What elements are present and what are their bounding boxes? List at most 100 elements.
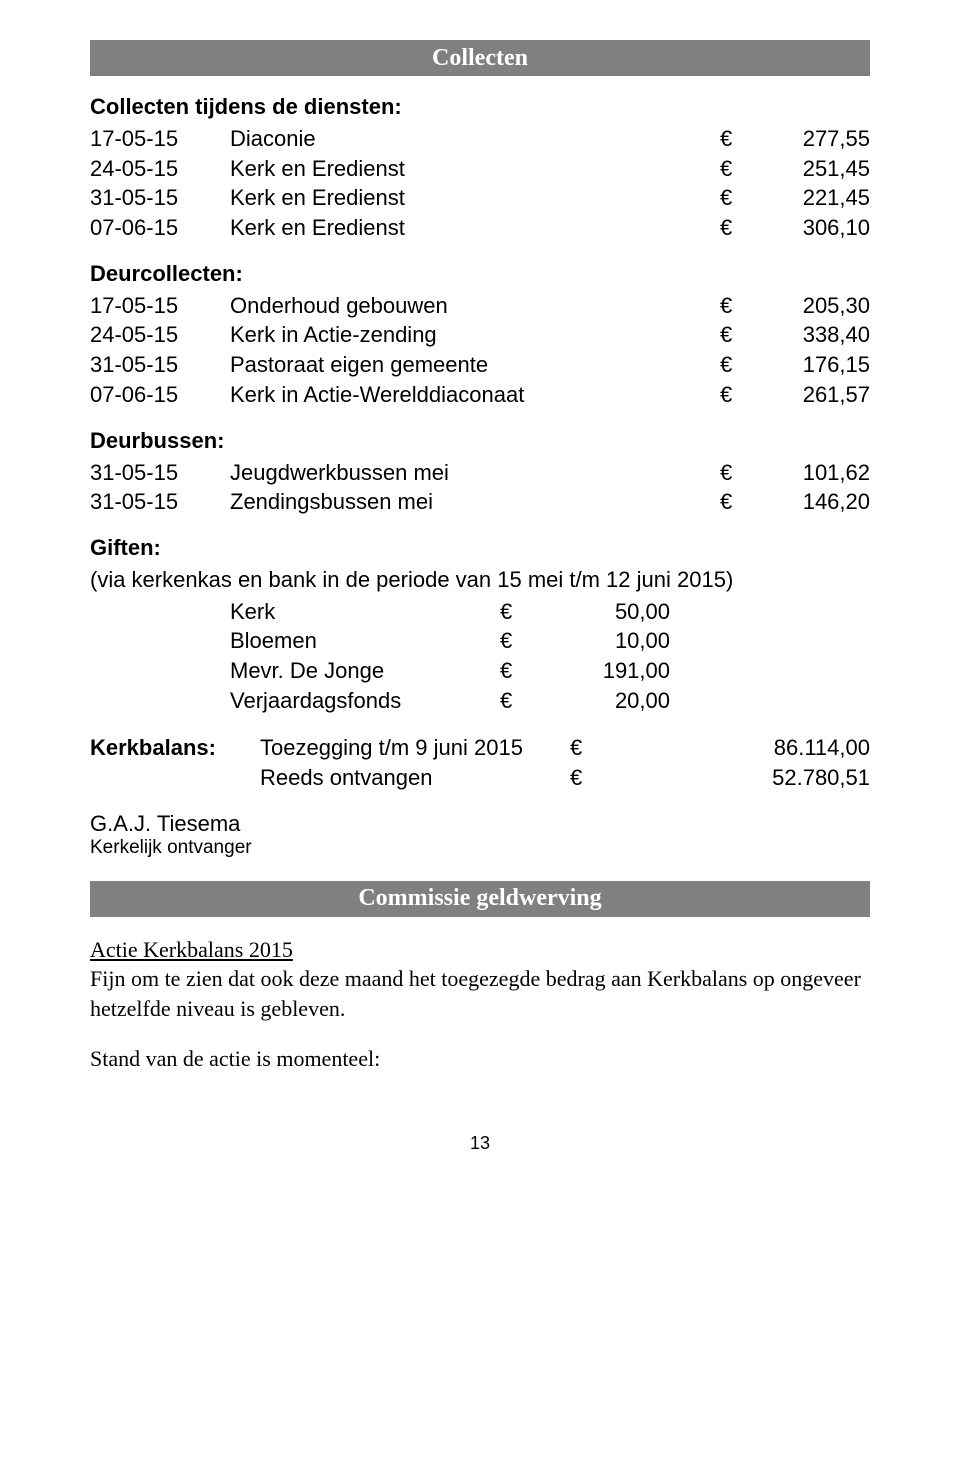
cell-amount: 338,40 [750,320,870,350]
cell-desc: Onderhoud gebouwen [230,291,720,321]
cell-desc: Kerk en Eredienst [230,183,720,213]
page: Collecten Collecten tijdens de diensten:… [0,0,960,1184]
cell-desc: Kerk in Actie-Werelddiaconaat [230,380,720,410]
table-row: Mevr. De Jonge € 191,00 [90,656,870,686]
table-row: 31-05-15 Jeugdwerkbussen mei € 101,62 [90,458,870,488]
cell-amount: 261,57 [750,380,870,410]
commissie-paragraph: Fijn om te zien dat ook deze maand het t… [90,966,861,1021]
cell-blank [90,686,230,716]
commissie-body: Actie Kerkbalans 2015 Fijn om te zien da… [90,935,870,1024]
table-row: Kerkbalans: Toezegging t/m 9 juni 2015 €… [90,733,870,763]
cell-currency: € [570,763,720,793]
cell-date: 17-05-15 [90,124,230,154]
cell-desc: Kerk in Actie-zending [230,320,720,350]
table-row: Bloemen € 10,00 [90,626,870,656]
cell-desc: Kerk en Eredienst [230,154,720,184]
cell-blank [90,597,230,627]
commissie-stand: Stand van de actie is momenteel: [90,1044,870,1074]
cell-currency: € [500,597,530,627]
cell-currency: € [500,686,530,716]
section-deurbussen: Deurbussen: 31-05-15 Jeugdwerkbussen mei… [90,428,870,517]
heading-giften: Giften: [90,535,870,561]
table-collecten-diensten: 17-05-15 Diaconie € 277,55 24-05-15 Kerk… [90,124,870,243]
banner-commissie: Commissie geldwerving [90,881,870,917]
section-giften: Giften: (via kerkenkas en bank in de per… [90,535,870,715]
cell-amount: 176,15 [750,350,870,380]
cell-currency: € [720,183,750,213]
cell-desc: Verjaardagsfonds [230,686,500,716]
cell-amount: 306,10 [750,213,870,243]
table-row: Kerk € 50,00 [90,597,870,627]
cell-blank [90,763,260,793]
section-deurcollecten: Deurcollecten: 17-05-15 Onderhoud gebouw… [90,261,870,410]
banner-commissie-title: Commissie geldwerving [358,885,601,912]
table-giften: Kerk € 50,00 Bloemen € 10,00 Mevr. De Jo… [90,597,870,716]
table-row: 31-05-15 Zendingsbussen mei € 146,20 [90,487,870,517]
table-row: 17-05-15 Diaconie € 277,55 [90,124,870,154]
cell-desc: Kerk en Eredienst [230,213,720,243]
banner-collecten-title: Collecten [432,45,528,72]
cell-desc: Pastoraat eigen gemeente [230,350,720,380]
cell-currency: € [720,320,750,350]
cell-currency: € [720,291,750,321]
cell-amount: 251,45 [750,154,870,184]
cell-date: 31-05-15 [90,458,230,488]
table-row: 24-05-15 Kerk en Eredienst € 251,45 [90,154,870,184]
section-collecten-diensten: Collecten tijdens de diensten: 17-05-15 … [90,94,870,243]
heading-collecten-diensten: Collecten tijdens de diensten: [90,94,870,120]
cell-desc: Diaconie [230,124,720,154]
cell-amount: 205,30 [750,291,870,321]
table-row: 24-05-15 Kerk in Actie-zending € 338,40 [90,320,870,350]
cell-desc: Toezegging t/m 9 juni 2015 [260,733,570,763]
table-row: Reeds ontvangen € 52.780,51 [90,763,870,793]
cell-currency: € [720,124,750,154]
cell-currency: € [720,350,750,380]
cell-amount: 10,00 [530,626,670,656]
cell-currency: € [720,380,750,410]
cell-amount: 50,00 [530,597,670,627]
cell-desc: Kerk [230,597,500,627]
table-deurcollecten: 17-05-15 Onderhoud gebouwen € 205,30 24-… [90,291,870,410]
cell-amount: 277,55 [750,124,870,154]
cell-amount: 101,62 [750,458,870,488]
cell-currency: € [500,656,530,686]
cell-currency: € [570,733,720,763]
signature-name: G.A.J. Tiesema [90,811,870,837]
cell-currency: € [720,458,750,488]
giften-intro: (via kerkenkas en bank in de periode van… [90,565,870,595]
cell-date: 17-05-15 [90,291,230,321]
section-kerkbalans: Kerkbalans: Toezegging t/m 9 juni 2015 €… [90,733,870,792]
commissie-heading: Actie Kerkbalans 2015 [90,937,293,962]
banner-collecten: Collecten [90,40,870,76]
cell-date: 24-05-15 [90,154,230,184]
cell-desc: Bloemen [230,626,500,656]
cell-currency: € [720,154,750,184]
cell-amount: 52.780,51 [720,763,870,793]
heading-deurbussen: Deurbussen: [90,428,870,454]
signature-role: Kerkelijk ontvanger [90,837,870,859]
cell-amount: 191,00 [530,656,670,686]
cell-date: 31-05-15 [90,487,230,517]
page-number: 13 [90,1133,870,1154]
cell-currency: € [720,487,750,517]
table-row: 07-06-15 Kerk en Eredienst € 306,10 [90,213,870,243]
cell-date: 31-05-15 [90,350,230,380]
signature-block: G.A.J. Tiesema Kerkelijk ontvanger [90,811,870,859]
cell-date: 07-06-15 [90,380,230,410]
cell-amount: 86.114,00 [720,733,870,763]
cell-blank [90,626,230,656]
cell-date: 24-05-15 [90,320,230,350]
heading-deurcollecten: Deurcollecten: [90,261,870,287]
cell-desc: Reeds ontvangen [260,763,570,793]
cell-currency: € [720,213,750,243]
cell-amount: 221,45 [750,183,870,213]
table-row: 31-05-15 Kerk en Eredienst € 221,45 [90,183,870,213]
cell-blank [90,656,230,686]
table-deurbussen: 31-05-15 Jeugdwerkbussen mei € 101,62 31… [90,458,870,517]
table-row: Verjaardagsfonds € 20,00 [90,686,870,716]
cell-currency: € [500,626,530,656]
cell-desc: Mevr. De Jonge [230,656,500,686]
table-row: 17-05-15 Onderhoud gebouwen € 205,30 [90,291,870,321]
cell-date: 07-06-15 [90,213,230,243]
cell-desc: Jeugdwerkbussen mei [230,458,720,488]
